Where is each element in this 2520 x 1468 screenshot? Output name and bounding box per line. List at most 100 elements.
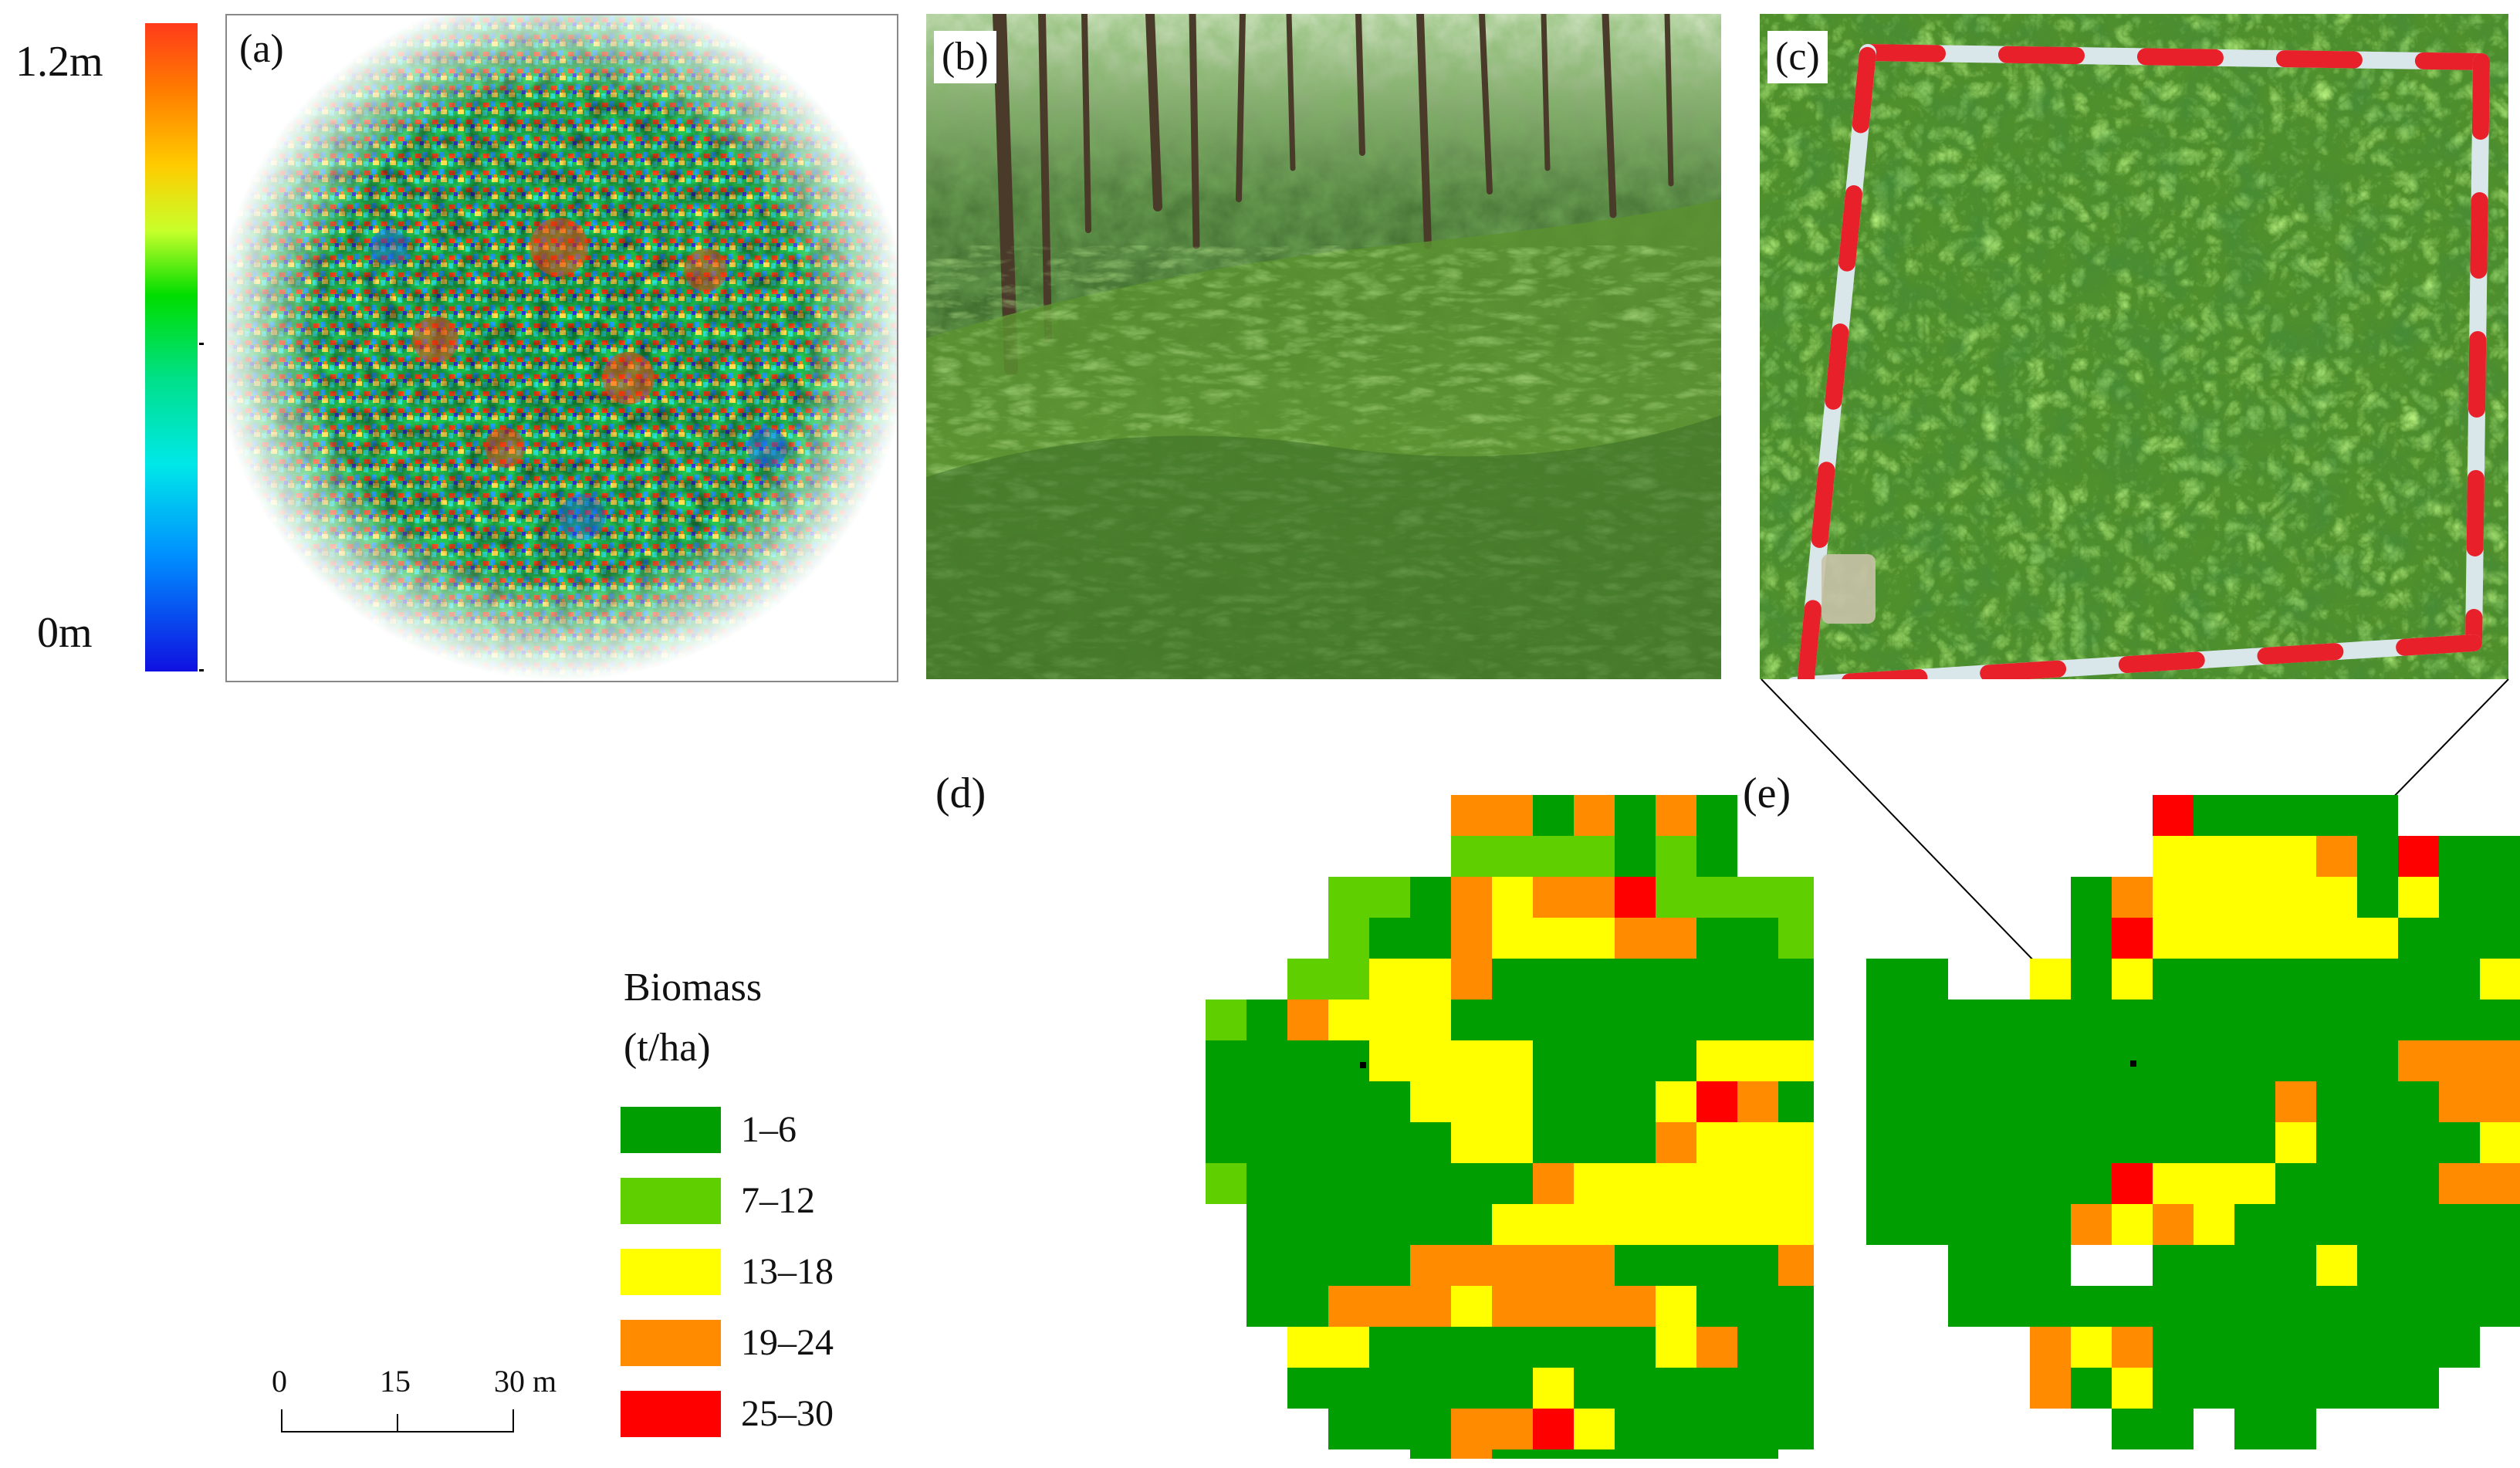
legend-label: 13–18 <box>741 1251 834 1292</box>
biomass-cell <box>1615 1245 1656 1286</box>
biomass-cell <box>1492 1327 1533 1368</box>
biomass-cell <box>1533 1368 1574 1409</box>
biomass-cell <box>1696 1081 1737 1122</box>
biomass-cell <box>1907 1122 1948 1163</box>
biomass-cell <box>1778 1204 1814 1245</box>
biomass-cell <box>2071 959 2112 1000</box>
biomass-cell <box>1451 1368 1492 1409</box>
biomass-cell <box>2112 1081 2153 1122</box>
biomass-cell <box>1656 1409 1696 1449</box>
biomass-cell <box>1778 1327 1814 1368</box>
biomass-cell <box>1948 1040 1989 1081</box>
biomass-cell <box>1451 1040 1492 1081</box>
quadrat-photo-image <box>1760 14 2508 679</box>
biomass-cell <box>1451 836 1492 877</box>
biomass-cell <box>2194 1286 2234 1327</box>
biomass-cell <box>1989 1286 2030 1327</box>
biomass-cell <box>2480 918 2520 959</box>
biomass-cell <box>2194 1368 2234 1409</box>
biomass-cell <box>1656 1040 1696 1081</box>
biomass-cell <box>2234 1286 2275 1327</box>
quadrat-sample-photo <box>1760 14 2508 679</box>
biomass-cell <box>1410 1000 1451 1040</box>
biomass-cell <box>2275 1245 2316 1286</box>
legend-label: 25–30 <box>741 1393 834 1434</box>
biomass-cell <box>2398 1122 2439 1163</box>
biomass-cell <box>1574 1449 1615 1459</box>
biomass-cell <box>1492 1449 1533 1459</box>
biomass-cell <box>1737 959 1778 1000</box>
biomass-cell <box>1206 1000 1246 1040</box>
biomass-cell <box>2480 959 2520 1000</box>
biomass-cell <box>2480 1122 2520 1163</box>
biomass-cell <box>2439 1040 2480 1081</box>
biomass-cell <box>1410 877 1451 918</box>
biomass-cell <box>1492 1368 1533 1409</box>
biomass-cell <box>2234 1000 2275 1040</box>
biomass-cell <box>1574 1286 1615 1327</box>
biomass-cell <box>1287 1245 1328 1286</box>
biomass-cell <box>2071 918 2112 959</box>
biomass-cell <box>1656 795 1696 836</box>
biomass-cell <box>1778 1081 1814 1122</box>
biomass-cell <box>2153 1327 2194 1368</box>
biomass-cell <box>2234 795 2275 836</box>
biomass-cell <box>2316 1286 2357 1327</box>
biomass-cell <box>2275 1286 2316 1327</box>
biomass-cell <box>1328 1204 1369 1245</box>
biomass-cell <box>1369 1245 1410 1286</box>
biomass-cell <box>1206 1040 1246 1081</box>
biomass-cell <box>1907 1040 1948 1081</box>
biomass-cell <box>1533 1245 1574 1286</box>
biomass-cell <box>1492 1081 1533 1122</box>
biomass-cell <box>1451 1122 1492 1163</box>
biomass-cell <box>1410 959 1451 1000</box>
biomass-cell <box>1737 1000 1778 1040</box>
biomass-cell <box>1369 1286 1410 1327</box>
biomass-cell <box>2030 1081 2071 1122</box>
biomass-cell <box>2112 1122 2153 1163</box>
biomass-cell <box>2357 836 2398 877</box>
biomass-cell <box>1696 795 1737 836</box>
biomass-cell <box>1410 1163 1451 1204</box>
biomass-cell <box>1574 1409 1615 1449</box>
biomass-cell <box>1533 795 1574 836</box>
biomass-cell <box>2357 918 2398 959</box>
biomass-cell <box>1451 1449 1492 1459</box>
biomass-cell <box>2194 1245 2234 1286</box>
biomass-cell <box>1948 1204 1989 1245</box>
biomass-cell <box>2357 1122 2398 1163</box>
biomass-cell <box>2030 1327 2071 1368</box>
biomass-cell <box>2357 795 2398 836</box>
biomass-cell <box>1737 1286 1778 1327</box>
biomass-cell <box>1410 1449 1451 1459</box>
biomass-cell <box>2234 959 2275 1000</box>
biomass-cell <box>1574 1204 1615 1245</box>
legend-swatch <box>621 1391 721 1437</box>
biomass-cell <box>1410 1327 1451 1368</box>
biomass-cell <box>2153 1204 2194 1245</box>
biomass-cell <box>1369 877 1410 918</box>
biomass-cell <box>2439 1000 2480 1040</box>
biomass-cell <box>2316 1245 2357 1286</box>
canopy-height-map-image <box>227 15 897 681</box>
biomass-cell <box>1246 1040 1287 1081</box>
legend-swatch <box>621 1320 721 1366</box>
biomass-cell <box>2439 1286 2480 1327</box>
biomass-cell <box>1615 795 1656 836</box>
biomass-cell <box>1948 1286 1989 1327</box>
biomass-cell <box>1328 918 1369 959</box>
biomass-cell <box>2234 836 2275 877</box>
biomass-cell <box>2357 1286 2398 1327</box>
biomass-cell <box>2275 1368 2316 1409</box>
biomass-cell <box>1737 1449 1778 1459</box>
biomass-cell <box>1492 1122 1533 1163</box>
biomass-cell <box>2357 959 2398 1000</box>
biomass-cell <box>1696 1368 1737 1409</box>
biomass-cell <box>1737 877 1778 918</box>
biomass-cell <box>1369 1368 1410 1409</box>
biomass-cell <box>1492 795 1533 836</box>
biomass-cell <box>2153 918 2194 959</box>
biomass-cell <box>2316 1000 2357 1040</box>
biomass-cell <box>2112 1327 2153 1368</box>
